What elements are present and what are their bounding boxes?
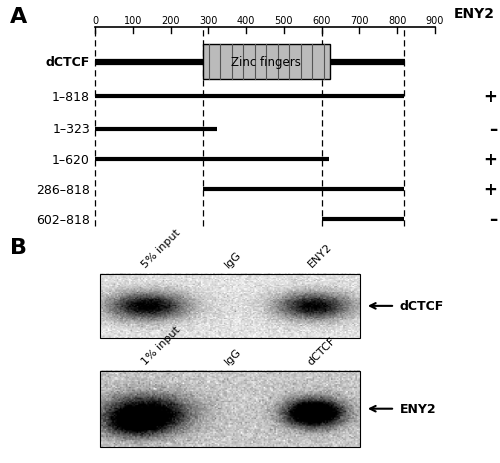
Text: 100: 100 — [124, 15, 142, 25]
Text: –: – — [489, 211, 498, 229]
Text: 1% input: 1% input — [140, 324, 182, 366]
Text: 800: 800 — [388, 15, 406, 25]
Text: dCTCF: dCTCF — [46, 56, 90, 69]
Text: 900: 900 — [426, 15, 444, 25]
Text: 1–818: 1–818 — [52, 91, 90, 104]
Text: 200: 200 — [162, 15, 180, 25]
Text: –: – — [489, 121, 498, 138]
Text: 600: 600 — [312, 15, 331, 25]
Text: ENY2: ENY2 — [454, 7, 495, 21]
Text: dCTCF: dCTCF — [306, 334, 338, 366]
Text: 0: 0 — [92, 15, 98, 25]
Text: +: + — [484, 181, 498, 199]
Text: 400: 400 — [237, 15, 256, 25]
Text: 1–323: 1–323 — [52, 123, 90, 136]
Text: A: A — [10, 7, 27, 27]
Text: +: + — [484, 88, 498, 106]
Text: 300: 300 — [199, 15, 218, 25]
Text: IgG: IgG — [223, 249, 244, 269]
Bar — [100, 371, 360, 447]
Bar — [203, 45, 330, 80]
Text: +: + — [484, 151, 498, 169]
Text: ENY2: ENY2 — [306, 242, 334, 269]
Bar — [100, 274, 360, 338]
Text: 1–620: 1–620 — [52, 153, 90, 166]
Text: dCTCF: dCTCF — [400, 300, 444, 313]
Text: 5% input: 5% input — [140, 227, 182, 269]
Text: IgG: IgG — [223, 346, 244, 366]
Text: ENY2: ENY2 — [400, 402, 436, 415]
Text: 700: 700 — [350, 15, 368, 25]
Text: B: B — [10, 237, 27, 257]
Text: 500: 500 — [274, 15, 293, 25]
Text: 286–818: 286–818 — [36, 183, 90, 196]
Text: Zinc fingers: Zinc fingers — [232, 56, 302, 69]
Text: 602–818: 602–818 — [36, 213, 90, 226]
